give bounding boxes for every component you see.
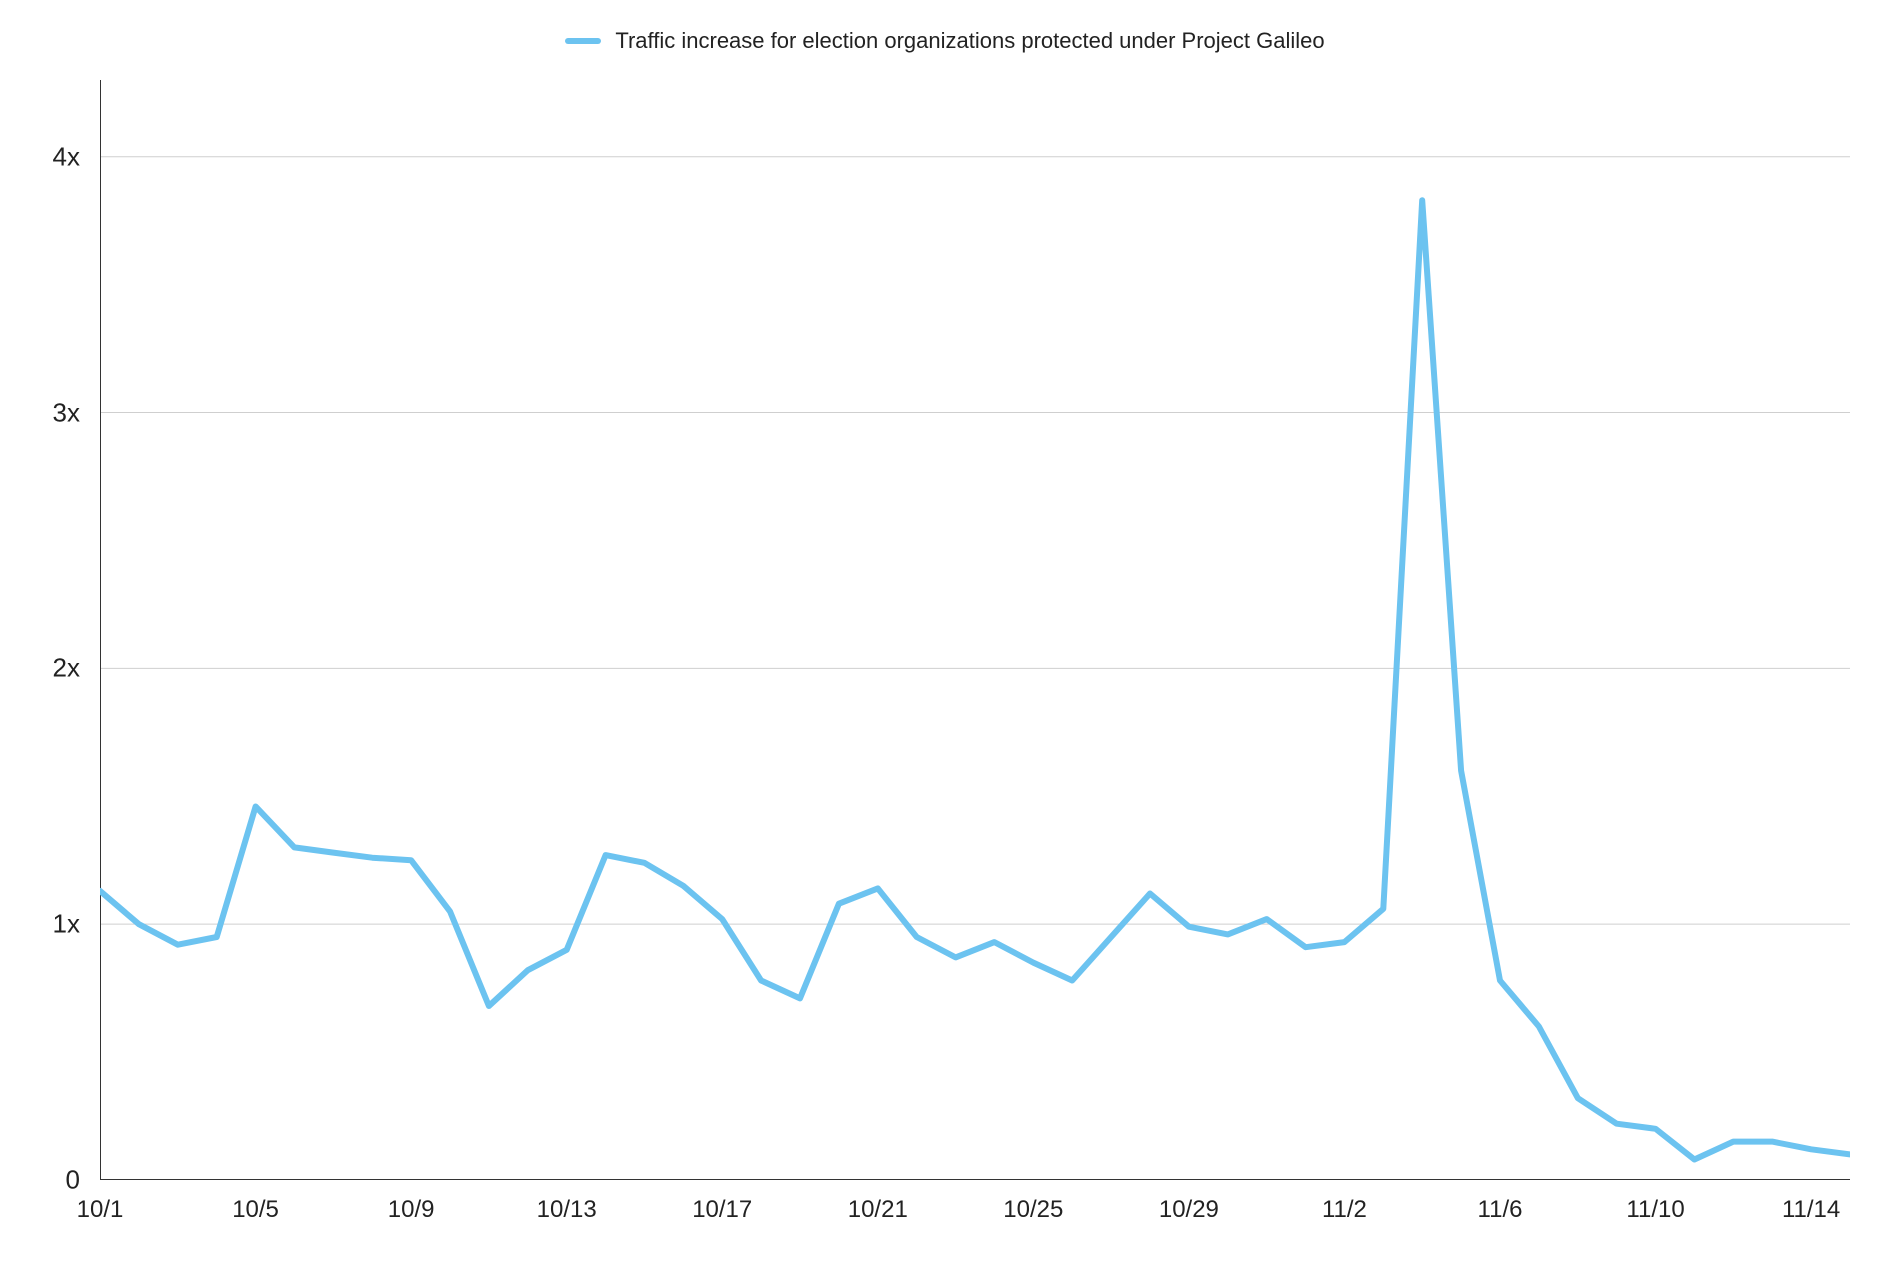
chart-legend: Traffic increase for election organizati… bbox=[0, 28, 1890, 54]
chart-svg bbox=[100, 80, 1850, 1180]
x-tick-label: 10/1 bbox=[77, 1196, 124, 1224]
y-tick-label: 0 bbox=[66, 1165, 80, 1196]
x-axis-labels: 10/110/510/910/1310/1710/2110/2510/2911/… bbox=[100, 1190, 1850, 1230]
y-tick-label: 3x bbox=[53, 397, 80, 428]
x-tick-label: 10/5 bbox=[232, 1196, 279, 1224]
x-tick-label: 10/25 bbox=[1003, 1196, 1063, 1224]
y-tick-label: 1x bbox=[53, 909, 80, 940]
plot-area bbox=[100, 80, 1850, 1180]
gridlines bbox=[100, 157, 1850, 924]
line-chart: Traffic increase for election organizati… bbox=[0, 0, 1890, 1286]
legend-label: Traffic increase for election organizati… bbox=[615, 28, 1324, 54]
x-tick-label: 10/13 bbox=[537, 1196, 597, 1224]
x-tick-label: 11/2 bbox=[1322, 1196, 1367, 1224]
legend-swatch bbox=[565, 38, 601, 44]
x-tick-label: 10/29 bbox=[1159, 1196, 1219, 1224]
data-series bbox=[100, 200, 1850, 1159]
x-tick-label: 10/9 bbox=[388, 1196, 435, 1224]
y-tick-label: 2x bbox=[53, 653, 80, 684]
y-tick-label: 4x bbox=[53, 141, 80, 172]
x-tick-label: 10/21 bbox=[848, 1196, 908, 1224]
x-tick-label: 11/14 bbox=[1782, 1196, 1840, 1224]
axes bbox=[100, 80, 1850, 1180]
y-axis-labels: 01x2x3x4x bbox=[0, 80, 90, 1180]
x-tick-label: 10/17 bbox=[692, 1196, 752, 1224]
x-tick-label: 11/10 bbox=[1626, 1196, 1684, 1224]
x-tick-label: 11/6 bbox=[1478, 1196, 1523, 1224]
